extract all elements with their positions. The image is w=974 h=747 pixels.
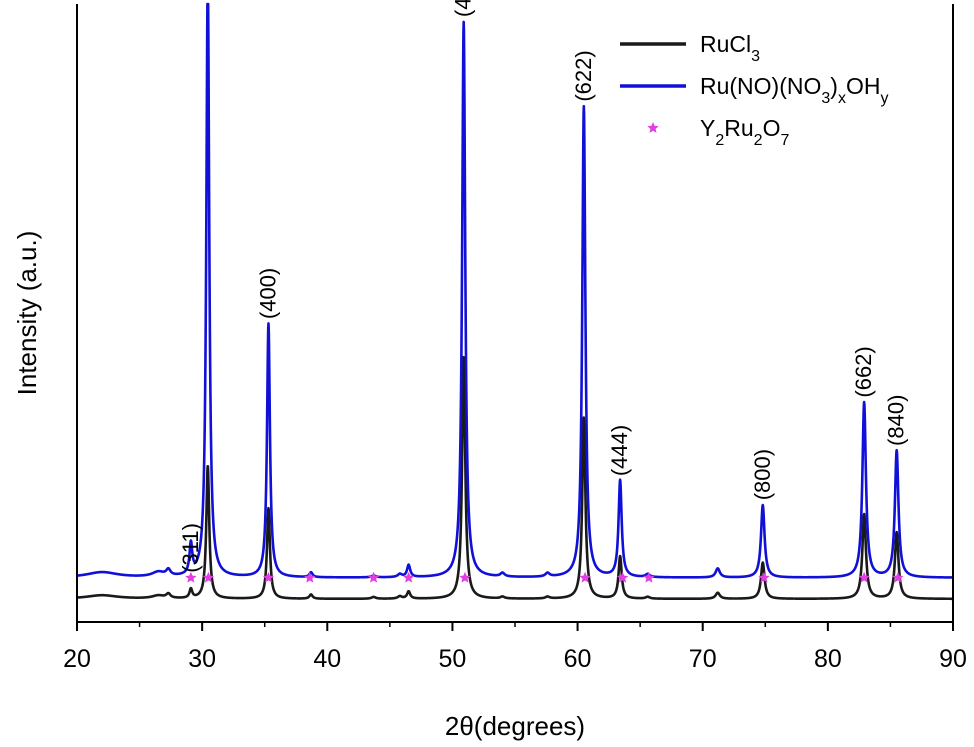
marker-star xyxy=(758,571,770,583)
x-axis-title: 2θ(degrees) xyxy=(445,711,585,741)
marker-star xyxy=(858,571,870,583)
marker-star xyxy=(402,571,415,583)
peak-label: (400) xyxy=(255,268,280,319)
peak-label: (840) xyxy=(884,395,909,446)
legend-marker xyxy=(647,122,659,133)
x-tick-label: 80 xyxy=(814,645,842,673)
marker-star xyxy=(579,571,591,583)
x-tick-label: 40 xyxy=(313,645,341,673)
marker-star xyxy=(643,571,655,583)
peak-label: (444) xyxy=(607,425,632,476)
x-tick-label: 90 xyxy=(939,645,967,673)
marker-star xyxy=(892,571,904,583)
marker-star xyxy=(459,571,471,583)
peak-label: (311) xyxy=(178,523,203,573)
y-axis-title: Intensity (a.u.) xyxy=(12,231,42,396)
x-tick-label: 60 xyxy=(564,645,592,673)
legend-label: RuCl3 xyxy=(700,31,760,65)
peak-label: (662) xyxy=(851,346,876,397)
marker-star xyxy=(262,571,275,583)
peak-label: (800) xyxy=(750,449,775,500)
peak-label: (440) xyxy=(451,0,476,17)
legend: RuCl3 Ru(NO)(NO3)xOHy Y2Ru2O7 xyxy=(620,31,888,149)
x-tick-label: 70 xyxy=(689,645,717,673)
peak-label: (622) xyxy=(571,50,596,101)
marker-star xyxy=(367,571,380,583)
x-tick-label: 50 xyxy=(439,645,467,673)
series-line-1 xyxy=(75,2,955,579)
marker-star xyxy=(616,571,629,583)
marker-star xyxy=(185,571,197,583)
series-line-0 xyxy=(75,355,955,601)
marker-star xyxy=(202,571,215,583)
legend-label: Ru(NO)(NO3)xOHy xyxy=(700,73,888,107)
axes: 20 30 40 50 60 70 80 90 xyxy=(63,4,967,673)
x-tick-label: 30 xyxy=(188,645,216,673)
marker-star xyxy=(304,571,316,583)
legend-label: Y2Ru2O7 xyxy=(700,115,789,149)
plot-area xyxy=(75,2,955,601)
peak-annotations: (311)(222)(400)(440)(622)(444)(800)(662)… xyxy=(178,0,909,573)
x-tick-label: 20 xyxy=(63,645,91,673)
